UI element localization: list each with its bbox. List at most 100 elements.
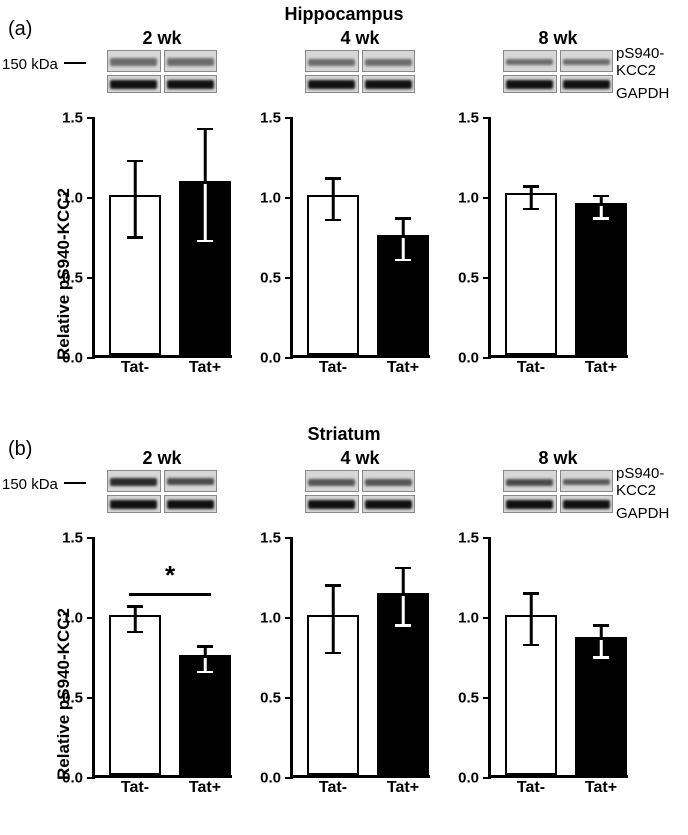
blot-band bbox=[506, 479, 553, 486]
blot-row bbox=[503, 75, 613, 93]
blot-row bbox=[503, 50, 613, 72]
blot-band bbox=[167, 80, 214, 89]
y-tick-label: 1.5 bbox=[260, 110, 281, 127]
blot-row bbox=[107, 75, 217, 93]
error-bar-lower bbox=[204, 658, 207, 671]
blot-band bbox=[110, 58, 157, 66]
panel-label: (b) bbox=[8, 438, 32, 461]
y-tick-label: 1.0 bbox=[62, 190, 83, 207]
blot-lane bbox=[503, 50, 557, 72]
y-tick-label: 0.0 bbox=[62, 350, 83, 367]
error-cap bbox=[197, 671, 213, 674]
bar bbox=[575, 203, 627, 355]
blot-lane bbox=[560, 470, 614, 492]
error-cap bbox=[593, 217, 609, 220]
blot-lane bbox=[305, 50, 359, 72]
y-tick bbox=[87, 697, 95, 699]
blot-band bbox=[365, 59, 412, 66]
blot-lane bbox=[362, 470, 416, 492]
y-tick bbox=[483, 537, 491, 539]
timepoint-label: 2 wk bbox=[92, 448, 232, 469]
error-cap bbox=[395, 624, 411, 627]
panel-label: (a) bbox=[8, 18, 32, 41]
blot-band bbox=[308, 500, 355, 509]
y-tick-label: 0.5 bbox=[458, 270, 479, 287]
western-blot bbox=[305, 50, 415, 96]
error-bar-lower bbox=[402, 596, 405, 625]
x-tick-label: Tat+ bbox=[377, 359, 429, 377]
y-tick-label: 0.5 bbox=[260, 270, 281, 287]
blot-row bbox=[305, 50, 415, 72]
error-bar-lower bbox=[332, 198, 335, 219]
y-tick-label: 1.0 bbox=[458, 190, 479, 207]
y-tick bbox=[87, 197, 95, 199]
blot-lane bbox=[107, 470, 161, 492]
blot-lane bbox=[305, 470, 359, 492]
western-blot bbox=[503, 50, 613, 96]
chart-axes: 0.00.51.01.5Tat-Tat+ bbox=[488, 538, 628, 778]
timepoint-label: 4 wk bbox=[290, 448, 430, 469]
x-tick-label: Tat- bbox=[307, 359, 359, 377]
error-cap bbox=[395, 259, 411, 262]
blot-lane bbox=[560, 495, 614, 513]
blot-band bbox=[365, 80, 412, 89]
blot-lane bbox=[560, 75, 614, 93]
blot-band bbox=[563, 59, 610, 65]
error-cap bbox=[197, 240, 213, 243]
error-cap bbox=[325, 219, 341, 222]
y-tick-label: 0.5 bbox=[62, 270, 83, 287]
blot-band bbox=[308, 80, 355, 89]
y-tick bbox=[483, 777, 491, 779]
y-tick bbox=[483, 117, 491, 119]
error-cap bbox=[395, 567, 411, 570]
y-tick-label: 1.0 bbox=[62, 610, 83, 627]
blot-lane bbox=[164, 50, 218, 72]
error-cap bbox=[127, 631, 143, 634]
blot-band bbox=[110, 478, 157, 486]
blot-lane bbox=[164, 495, 218, 513]
blot-lane bbox=[362, 75, 416, 93]
error-cap bbox=[593, 624, 609, 627]
y-tick bbox=[87, 117, 95, 119]
error-bar-upper bbox=[204, 128, 207, 184]
y-tick-label: 0.0 bbox=[260, 770, 281, 787]
blot-lane bbox=[560, 50, 614, 72]
subplot: 8 wk0.00.51.01.5Tat-Tat+ bbox=[488, 420, 658, 820]
x-tick-label: Tat+ bbox=[377, 779, 429, 797]
y-tick bbox=[285, 537, 293, 539]
blot-lane bbox=[503, 495, 557, 513]
error-bar-upper bbox=[402, 567, 405, 596]
x-tick-label: Tat+ bbox=[179, 359, 231, 377]
blot-band bbox=[506, 500, 553, 509]
y-tick-label: 1.5 bbox=[458, 110, 479, 127]
blot-lane bbox=[107, 495, 161, 513]
blot-band bbox=[308, 479, 355, 486]
timepoint-label: 8 wk bbox=[488, 28, 628, 49]
timepoint-label: 2 wk bbox=[92, 28, 232, 49]
blot-row bbox=[305, 75, 415, 93]
y-tick bbox=[87, 777, 95, 779]
blot-lane bbox=[107, 75, 161, 93]
y-tick bbox=[87, 537, 95, 539]
y-tick-label: 0.5 bbox=[260, 690, 281, 707]
blot-row bbox=[503, 470, 613, 492]
y-tick-label: 0.0 bbox=[62, 770, 83, 787]
x-tick-label: Tat- bbox=[109, 359, 161, 377]
subplot: 2 wk0.00.51.01.5Tat-Tat+* bbox=[92, 420, 262, 820]
error-bar-upper bbox=[332, 584, 335, 618]
y-tick-label: 1.5 bbox=[458, 530, 479, 547]
blot-band bbox=[110, 80, 157, 89]
y-tick-label: 1.5 bbox=[62, 110, 83, 127]
chart-axes: 0.00.51.01.5Tat-Tat+ bbox=[488, 118, 628, 358]
error-bar-upper bbox=[402, 217, 405, 238]
y-tick bbox=[87, 617, 95, 619]
figure-root: Hippocampus(a)150 kDapS940-KCC2GAPDHRela… bbox=[0, 0, 688, 835]
subplot: 8 wk 0.00.51.01.5Tat-Tat+ bbox=[488, 0, 658, 400]
blot-row bbox=[503, 495, 613, 513]
blot-lane bbox=[362, 495, 416, 513]
western-blot bbox=[107, 50, 217, 96]
blot-band bbox=[563, 500, 610, 509]
molecular-weight-marker: 150 kDa bbox=[2, 56, 58, 73]
y-tick bbox=[87, 277, 95, 279]
x-tick-label: Tat- bbox=[307, 779, 359, 797]
